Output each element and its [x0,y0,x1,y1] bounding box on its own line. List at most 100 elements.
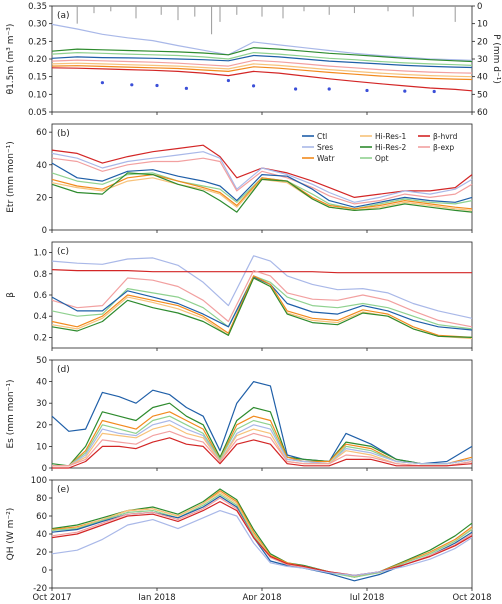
series-line-Ctl [51,54,473,69]
obs-marker [432,89,436,94]
series-line-Hi-Res-1 [51,62,473,78]
x-tick-label: Jan 2018 [137,593,175,600]
obs-marker [294,87,298,91]
series-line-Watr [51,174,473,210]
series-line-Hi-Res-2 [51,277,473,338]
legend-label: Opt [375,154,389,163]
y-tick-label: 80 [36,494,47,504]
legend-label: Hi-Res-2 [375,143,407,152]
series-line-Sres [51,510,473,577]
y-right-tick-label: 40 [477,73,488,83]
y-tick-label: 1.0 [33,249,47,259]
series-line-β-hvrd [51,67,473,92]
y-tick-label: 0.20 [28,55,47,65]
y-tick-label: 20 [36,548,47,558]
panel-frame [51,123,473,231]
panel-4: -20 0 20 40 60 80 100 (e) QH (W m⁻²) [6,476,473,594]
series-line-Hi-Res-1 [51,277,473,340]
y-right-axis-label: P (mm d⁻¹) [491,34,501,84]
y-tick-label: 0.4 [33,312,47,322]
y-right-tick-label: 30 [477,55,488,65]
legend-label: β-exp [433,143,454,152]
legend-label: Ctl [317,132,327,141]
x-tick-label: Oct 2018 [452,593,491,600]
series-line-β-hvrd [51,269,472,274]
y-right-tick-label: 50 [477,90,488,100]
series-line-Ctl [51,381,473,465]
legend-label: Hi-Res-1 [375,132,407,141]
y-tick-label: 100 [31,476,47,486]
y-tick-label: 0.25 [28,37,47,47]
series-line-Hi-Res-2 [51,172,473,213]
y-tick-label: 0.2 [33,333,47,343]
series-line-Hi-Res-2 [51,488,473,578]
panel-label: (e) [57,485,70,495]
series-line-β-hvrd [52,437,473,469]
legend-label: Sres [317,143,333,152]
y-tick-label: 0.10 [28,90,47,100]
panel-label: (b) [57,129,70,139]
y-tick-label: 0.30 [28,20,47,30]
y-axis-label: θ1.5m (m³ m⁻³) [6,24,16,95]
y-right-tick-label: 20 [477,37,488,47]
legend-label: β-hvrd [433,132,458,141]
y-right-tick-label: 10 [477,20,488,30]
series-line-Sres [51,151,473,203]
series-line-Hi-Res-2 [51,47,473,63]
obs-marker [130,83,134,87]
series-line-Ctl [51,276,473,331]
obs-marker [327,87,331,91]
series-line-Opt [51,51,473,66]
series-line-Opt [52,415,473,467]
y-tick-label: 30 [36,399,47,409]
y-tick-label: 40 [36,161,47,171]
y-tick-label: 0 [42,464,47,474]
series-line-Sres [51,23,473,61]
y-right-tick-label: 60 [477,108,488,118]
obs-marker [100,81,104,85]
y-tick-label: 0.6 [33,291,47,301]
y-axis-label: QH (W m⁻²) [6,508,16,561]
x-tick-label: Jul 2018 [349,593,385,600]
y-axis-label: Es (mm mon⁻¹) [6,380,16,449]
y-tick-label: 60 [36,512,47,522]
panel-frame [51,479,473,589]
series-line-Watr [52,411,473,467]
series-line-β-exp [51,59,473,74]
y-axis-label: β [6,292,16,298]
obs-marker [155,83,159,88]
legend: Ctl Sres Watr Hi-Res-1 Hi-Res-2 Opt β-hvrd β-ex… [302,132,458,163]
series-line-Sres [51,255,473,319]
panel-2: 0.2 0.4 0.6 0.8 1.0 (c) β [6,241,473,351]
y-tick-label: 60 [36,128,47,138]
series-line-Watr [51,65,473,81]
panel-1: 0 20 40 60 (b) Etr (mm mon⁻¹) Ctl Sres Watr Hi-Re… [6,123,473,236]
panel-3: 0 10 20 30 40 50 (d) Es (mm mon⁻¹) [6,356,473,474]
series-line-β-exp [51,157,473,205]
y-right-tick-label: 0 [477,2,482,12]
y-tick-label: 50 [36,356,47,366]
panel-label: (a) [57,11,70,21]
y-tick-label: 40 [36,378,47,388]
series-line-β-exp [51,270,473,328]
obs-marker [252,84,256,88]
obs-marker [184,86,188,90]
series-line-Hi-Res-1 [52,424,473,467]
obs-marker [403,89,407,93]
y-tick-label: 0.8 [33,270,47,280]
legend-label: Watr [317,154,335,163]
x-tick-label: Apr 2018 [242,593,281,600]
series-line-Ctl [51,495,473,582]
y-tick-label: 0.35 [28,2,47,12]
y-tick-label: 0 [42,566,47,576]
series-line-β-hvrd [51,501,473,577]
panel-0: 0.05 0.10 0.15 0.20 0.25 0.30 0.35 (a) θ1.5m (m³… [6,2,501,118]
series-line-Watr [51,275,473,338]
y-tick-label: -20 [33,584,47,594]
y-tick-label: 0 [42,226,47,236]
series-line-β-exp [52,430,473,467]
panel-label: (c) [57,247,69,257]
y-tick-label: 40 [36,530,47,540]
obs-marker [365,88,369,93]
